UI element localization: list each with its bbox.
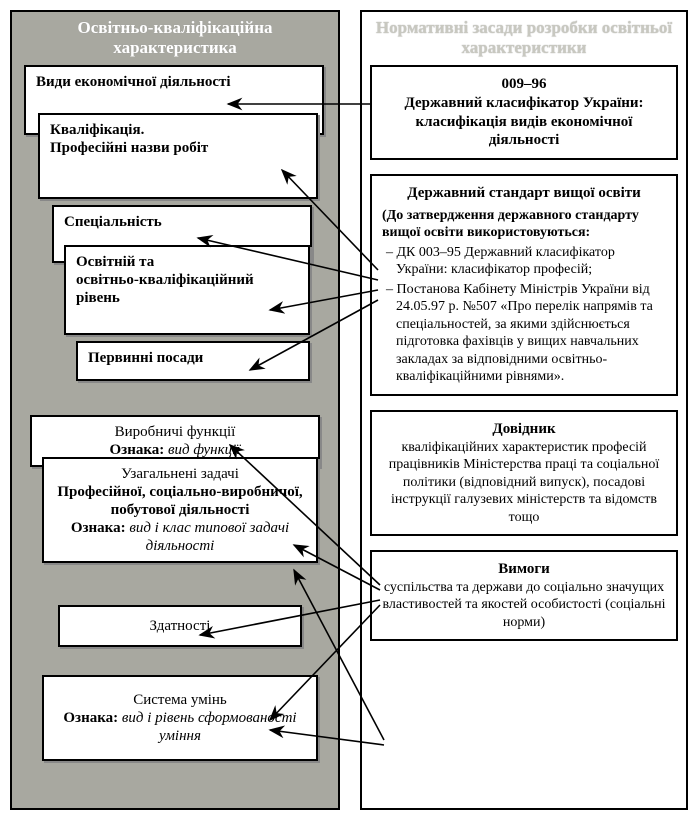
box-code: 009–96 [382, 75, 666, 94]
card-label: Види економічної діяльності [36, 74, 231, 90]
card-label: Виробничі функції [42, 423, 308, 441]
card-label: Професійної, соціально-виробничої, побут… [54, 483, 306, 519]
oz-value: вид і клас типової задачі діяльності [129, 520, 289, 554]
oz-label: Ознака: [63, 710, 118, 726]
box-reference-book: Довідник кваліфікаційних характеристик п… [370, 410, 678, 536]
box-requirements: Вимоги суспільства та держави до соціаль… [370, 550, 678, 641]
card-label: освітньо-кваліфікаційний рівень [76, 271, 298, 307]
box-text: Державний класифікатор України: класифік… [382, 94, 666, 150]
left-stack-lower: Виробничі функції Ознака: вид функції Уз… [24, 415, 334, 775]
card-sub: Ознака: вид і рівень сформованості умінн… [54, 709, 306, 745]
box-title: Вимоги [382, 560, 666, 579]
card-label: Кваліфікація. [50, 121, 306, 139]
card-label: Узагальнені задачі [54, 465, 306, 483]
card-primary-positions: Первинні посади [76, 341, 310, 381]
right-column-header: Нормативні засади розробки освітньої хар… [370, 18, 678, 57]
card-label: Система умінь [54, 691, 306, 709]
oz-label: Ознака: [110, 442, 165, 458]
card-label: Освітній та [76, 253, 298, 271]
left-column-header: Освітньо-кваліфікаційна характеристика [20, 18, 330, 57]
card-label: Здатності [150, 618, 211, 634]
left-column: Освітньо-кваліфікаційна характеристика В… [10, 10, 340, 810]
box-text: суспільства та держави до соціально знач… [382, 579, 666, 632]
right-column: Нормативні засади розробки освітньої хар… [360, 10, 688, 810]
oz-label: Ознака: [71, 520, 126, 536]
card-sub: Ознака: вид і клас типової задачі діяльн… [54, 519, 306, 555]
box-paren: (До затвердження державного стандарту ви… [382, 207, 666, 242]
list-item: – Постанова Кабінету Міністрів України в… [386, 281, 666, 386]
box-classifier-009-96: 009–96 Державний класифікатор України: к… [370, 65, 678, 160]
card-qualification: Кваліфікація. Професійні назви робіт [38, 113, 318, 199]
card-skills-system: Система умінь Ознака: вид і рівень сформ… [42, 675, 318, 761]
list-item: – ДК 003–95 Державний класифікатор Украї… [386, 244, 666, 279]
oz-value: вид функції [168, 442, 240, 458]
box-list: – ДК 003–95 Державний класифікатор Украї… [382, 244, 666, 386]
card-generalized-tasks: Узагальнені задачі Професійної, соціальн… [42, 457, 318, 563]
card-label: Спеціальність [64, 214, 162, 230]
card-education-level: Освітній та освітньо-кваліфікаційний рів… [64, 245, 310, 335]
box-title: Державний стандарт вищої освіти [382, 184, 666, 203]
box-state-standard: Державний стандарт вищої освіти (До затв… [370, 174, 678, 396]
box-title: Довідник [382, 420, 666, 439]
card-label: Первинні посади [88, 350, 203, 366]
card-abilities: Здатності [58, 605, 302, 647]
box-text: кваліфікаційних характеристик професій п… [382, 439, 666, 527]
card-label: Професійні назви робіт [50, 139, 306, 157]
left-stack-upper: Види економічної діяльності Кваліфікація… [24, 65, 334, 395]
oz-value: вид і рівень сформованості уміння [122, 710, 297, 744]
